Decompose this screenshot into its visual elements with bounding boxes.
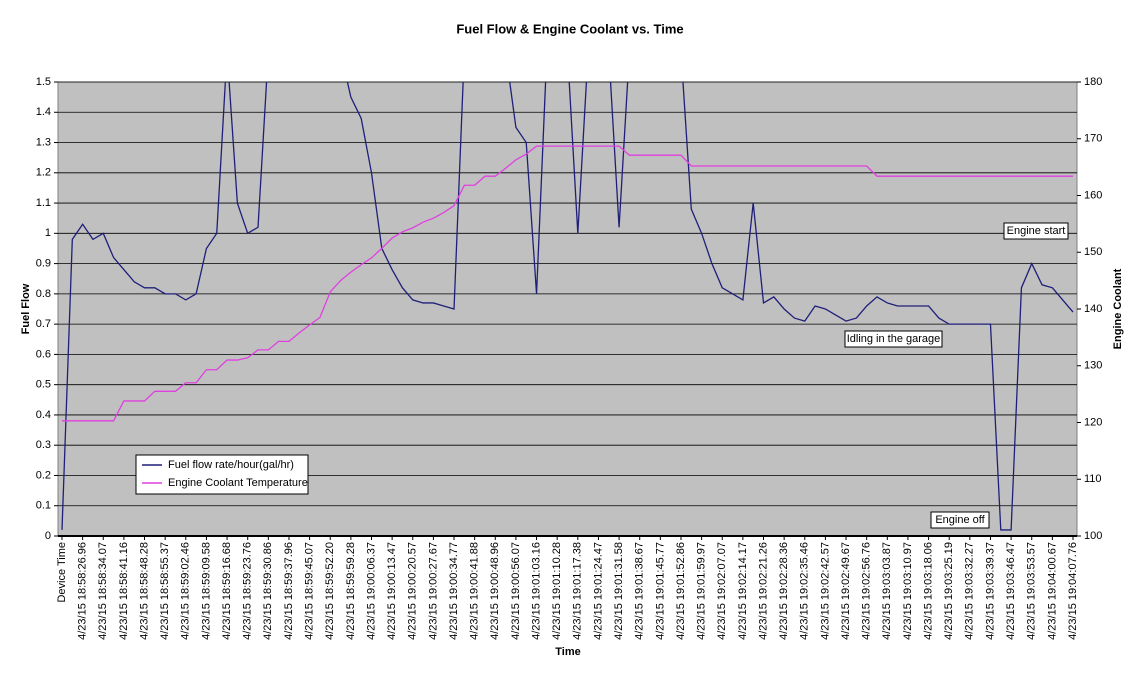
x-tick-label: 4/23/15 19:02:35.46 [799, 542, 811, 640]
x-tick-label: 4/23/15 19:04:07.76 [1067, 542, 1079, 640]
x-axis-title: Time [555, 646, 580, 658]
x-tick-label: 4/23/15 19:00:41.88 [469, 542, 481, 640]
x-tick-label: 4/23/15 19:01:03.16 [530, 542, 542, 640]
y-tick-label: 1 [45, 227, 51, 239]
x-tick-label: 4/23/15 19:01:31.58 [613, 542, 625, 640]
y-tick-label: 0.7 [36, 318, 51, 330]
x-tick-label: 4/23/15 18:59:37.96 [283, 542, 295, 640]
x-tick-label: 4/23/15 19:03:32.27 [964, 542, 976, 640]
y-tick-label: 1.5 [36, 76, 51, 88]
y2-tick-label: 120 [1084, 416, 1102, 428]
y2-tick-label: 150 [1084, 246, 1102, 258]
x-tick-label: 4/23/15 18:59:52.20 [324, 542, 336, 640]
x-tick-label: 4/23/15 18:58:55.37 [159, 542, 171, 640]
y2-tick-label: 160 [1084, 189, 1102, 201]
series-group [61, 82, 1074, 531]
x-tick-label: 4/23/15 18:59:23.76 [242, 542, 254, 640]
y-tick-label: 1.4 [36, 106, 51, 118]
x-tick-label: 4/23/15 18:58:41.16 [118, 542, 130, 640]
x-tick-label: 4/23/15 19:03:10.97 [902, 542, 914, 640]
y2-tick-label: 100 [1084, 530, 1102, 542]
x-tick-label: 4/23/15 19:02:56.76 [861, 542, 873, 640]
y-tick-label: 1.1 [36, 197, 51, 209]
x-tick-label: 4/23/15 18:59:09.58 [200, 542, 212, 640]
x-tick-label: 4/23/15 19:01:24.47 [592, 542, 604, 640]
x-tick-label: 4/23/15 19:00:13.47 [386, 542, 398, 640]
x-tick-label: 4/23/15 18:58:34.07 [97, 542, 109, 640]
legend-label: Engine Coolant Temperature [168, 477, 308, 489]
y2-tick-label: 130 [1084, 360, 1102, 372]
x-tick-label: 4/23/15 19:01:17.38 [572, 542, 584, 640]
x-tick-label: 4/23/15 19:03:53.57 [1026, 542, 1038, 640]
x-tick-label: 4/23/15 19:02:07.07 [716, 542, 728, 640]
x-tick-label: 4/23/15 19:03:03.87 [881, 542, 893, 640]
x-tick-label: 4/23/15 19:00:06.37 [365, 542, 377, 640]
y-tick-label: 0.8 [36, 288, 51, 300]
y-tick-label: 1.3 [36, 136, 51, 148]
x-tick-label: 4/23/15 18:58:48.28 [138, 542, 150, 640]
annotation: Idling in the garage [847, 333, 941, 345]
annotation-box [844, 330, 943, 348]
y2-tick-label: 140 [1084, 303, 1102, 315]
annotation: Engine start [1007, 225, 1066, 237]
y-tick-label: 1.2 [36, 167, 51, 179]
x-tick-label: 4/23/15 19:02:28.36 [778, 542, 790, 640]
x-tick-label: 4/23/15 19:03:25.19 [943, 542, 955, 640]
x-tick-label: 4/23/15 18:59:16.68 [221, 542, 233, 640]
legend-box [135, 454, 309, 495]
y-tick-label: 0.6 [36, 348, 51, 360]
y2-tick-label: 170 [1084, 133, 1102, 145]
x-tick-label: 4/23/15 19:02:42.57 [819, 542, 831, 640]
x-tick-label: 4/23/15 19:00:48.96 [489, 542, 501, 640]
x-tick-label: 4/23/15 18:59:30.86 [262, 542, 274, 640]
y2-tick-label: 110 [1084, 473, 1102, 485]
x-tick-label: 4/23/15 19:02:49.67 [840, 542, 852, 640]
x-tick-label: 4/23/15 19:01:52.86 [675, 542, 687, 640]
x-tick-label: Device Time [56, 542, 68, 603]
x-tick-label: 4/23/15 19:02:14.17 [737, 542, 749, 640]
series-line [62, 145, 1073, 422]
x-tick-label: 4/23/15 19:01:45.77 [654, 542, 666, 640]
x-tick-label: 4/23/15 19:04:00.67 [1046, 542, 1058, 640]
y-tick-label: 0.2 [36, 469, 51, 481]
x-tick-label: 4/23/15 19:00:56.07 [510, 542, 522, 640]
chart-title: Fuel Flow & Engine Coolant vs. Time [456, 21, 683, 36]
series-line [61, 82, 1074, 531]
x-tick-label: 4/23/15 18:59:59.28 [345, 542, 357, 640]
legend-label: Fuel flow rate/hour(gal/hr) [168, 459, 294, 471]
y-tick-label: 0 [45, 530, 51, 542]
y-axis-title: Fuel Flow [20, 283, 32, 334]
x-tick-label: 4/23/15 19:02:21.26 [757, 542, 769, 640]
x-tick-label: 4/23/15 19:03:39.37 [984, 542, 996, 640]
x-tick-label: 4/23/15 18:58:26.96 [77, 542, 89, 640]
annotation-box [930, 511, 990, 529]
y-tick-label: 0.1 [36, 500, 51, 512]
annotation-box [1003, 222, 1069, 240]
y-tick-label: 0.4 [36, 409, 51, 421]
x-tick-label: 4/23/15 18:59:02.46 [180, 542, 192, 640]
y-tick-label: 0.9 [36, 258, 51, 270]
x-tick-label: 4/23/15 19:01:38.67 [634, 542, 646, 640]
x-tick-label: 4/23/15 19:03:18.06 [922, 542, 934, 640]
y2-axis-title: Engine Coolant [1112, 268, 1124, 349]
y-tick-label: 0.3 [36, 439, 51, 451]
annotation: Engine off [935, 514, 985, 526]
x-tick-label: 4/23/15 19:03:46.47 [1005, 542, 1017, 640]
x-tick-label: 4/23/15 19:01:10.28 [551, 542, 563, 640]
x-tick-label: 4/23/15 19:01:59.97 [696, 542, 708, 640]
y2-tick-label: 180 [1084, 76, 1102, 88]
x-tick-label: 4/23/15 19:00:20.57 [407, 542, 419, 640]
x-tick-label: 4/23/15 19:00:27.67 [427, 542, 439, 640]
x-tick-label: 4/23/15 18:59:45.07 [303, 542, 315, 640]
x-tick-label: 4/23/15 19:00:34.77 [448, 542, 460, 640]
y-tick-label: 0.5 [36, 379, 51, 391]
